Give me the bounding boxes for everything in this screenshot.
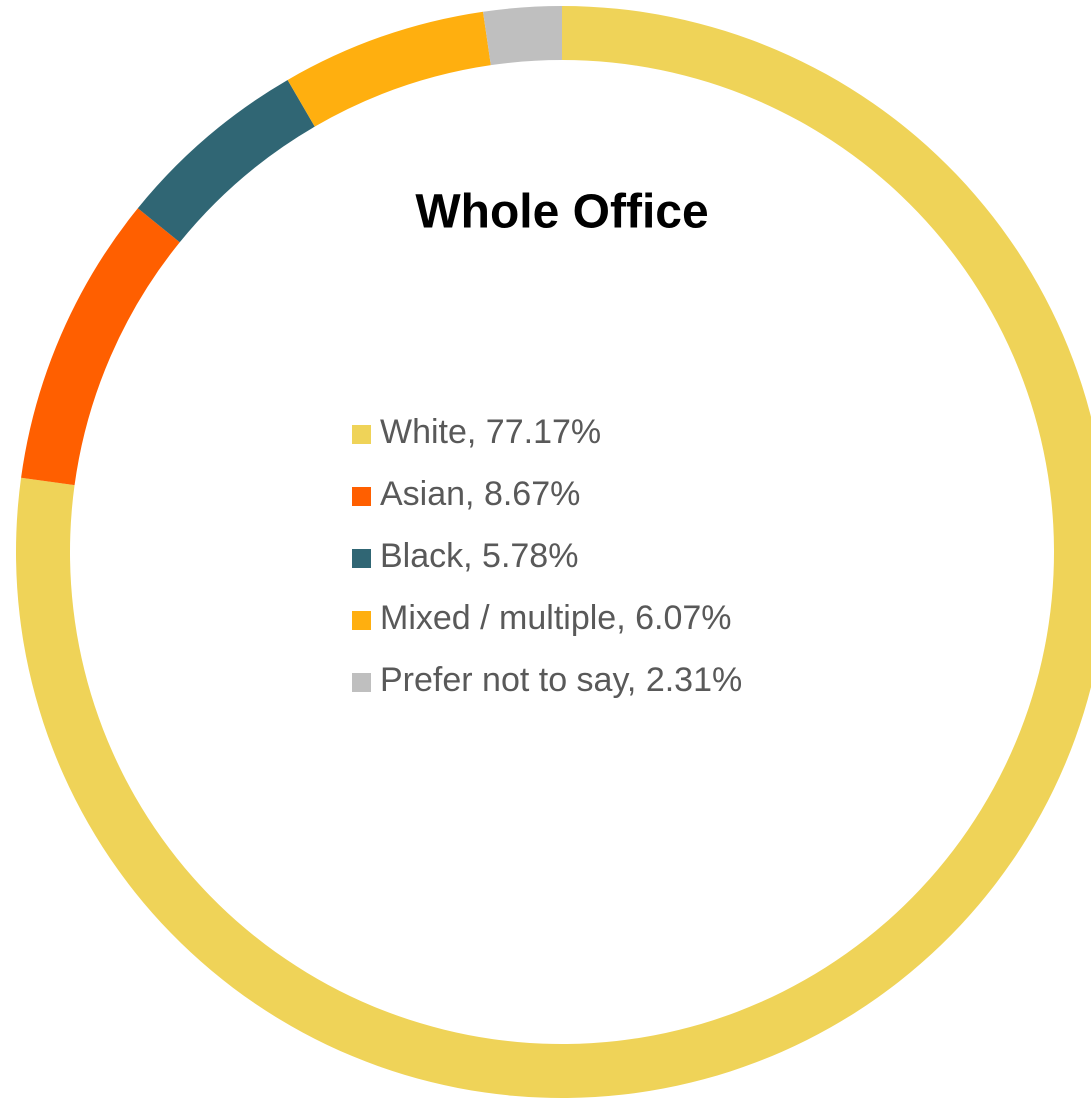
legend-swatch — [352, 611, 371, 630]
legend-swatch — [352, 549, 371, 568]
chart-title: Whole Office — [415, 186, 708, 239]
legend-label: Mixed / multiple, 6.07% — [380, 599, 732, 637]
donut-segment — [21, 208, 180, 486]
legend-label: Black, 5.78% — [380, 537, 578, 575]
donut-segment — [483, 6, 562, 66]
legend-swatch — [352, 487, 371, 506]
donut-segment — [137, 79, 315, 243]
donut-segment — [287, 11, 491, 127]
legend-swatch — [352, 425, 371, 444]
legend-label: Asian, 8.67% — [380, 475, 580, 513]
legend-label: White, 77.17% — [380, 413, 601, 451]
legend-swatch — [352, 673, 371, 692]
legend-label: Prefer not to say, 2.31% — [380, 661, 742, 699]
